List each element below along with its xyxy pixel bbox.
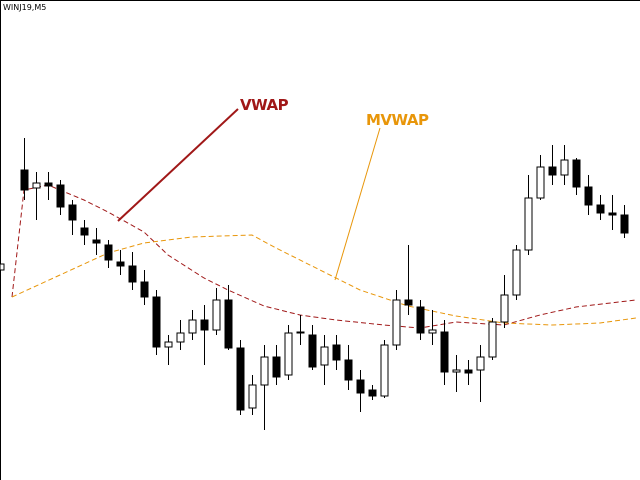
candle-body-down [20,169,29,191]
candle-body-up [488,321,497,358]
candle-body-up [476,356,485,371]
line-mvwap [11,234,637,326]
candle-body-down [200,319,209,331]
candle-body-up [212,299,221,331]
candle-body-down [224,299,233,349]
candle-body-down [272,356,281,378]
candle-body-up [320,346,329,366]
candle-body-down [92,239,101,244]
candle-body-up [164,341,173,348]
mvwap-label: MVWAP [366,111,429,129]
candle-body-up [380,344,389,397]
price-marker [0,263,5,271]
candle-body-down [608,212,617,216]
candle-body-up [188,319,197,334]
vwap-pointer [117,108,239,222]
candle-body-up [536,166,545,199]
candle-body-up [560,159,569,176]
candle-body-down [344,359,353,381]
candle-body-down [572,159,581,188]
candle-body-down [404,299,413,306]
candle-body-down [128,265,137,283]
candle-body-down [584,186,593,206]
candle-body-down [68,204,77,221]
candle-body-up [392,299,401,346]
candle-body-up [296,331,305,334]
candle-body-down [56,184,65,208]
candle-body-down [332,344,341,361]
candle-body-down [44,182,53,187]
candle-body-down [236,347,245,411]
candle-body-up [176,332,185,343]
candle-body-up [32,182,41,189]
candle-body-down [416,306,425,334]
candle-body-down [356,379,365,394]
candle-body-down [140,281,149,298]
candle-body-up [284,332,293,376]
candle-body-down [620,214,629,234]
candle-body-down [368,389,377,397]
candle-body-down [308,334,317,368]
line-vwap [11,184,637,329]
candle-body-up [260,356,269,386]
candle-body-up [452,369,461,373]
candle-body-up [512,249,521,296]
vwap-label: VWAP [240,96,289,114]
candle-body-up [428,329,437,334]
candle-body-down [152,296,161,348]
candle-body-down [116,261,125,267]
candle-body-up [248,384,257,409]
candle-body-down [548,166,557,176]
candle-body-down [80,227,89,236]
candle-body-down [440,331,449,373]
plot [11,138,637,430]
candle-body-down [596,204,605,214]
candle-body-down [464,369,473,374]
candle-body-up [524,197,533,251]
candle-body-down [104,244,113,261]
chart-title: WINJ19,M5 [3,3,46,12]
mvwap-pointer [334,127,381,281]
candle-body-up [500,294,509,323]
